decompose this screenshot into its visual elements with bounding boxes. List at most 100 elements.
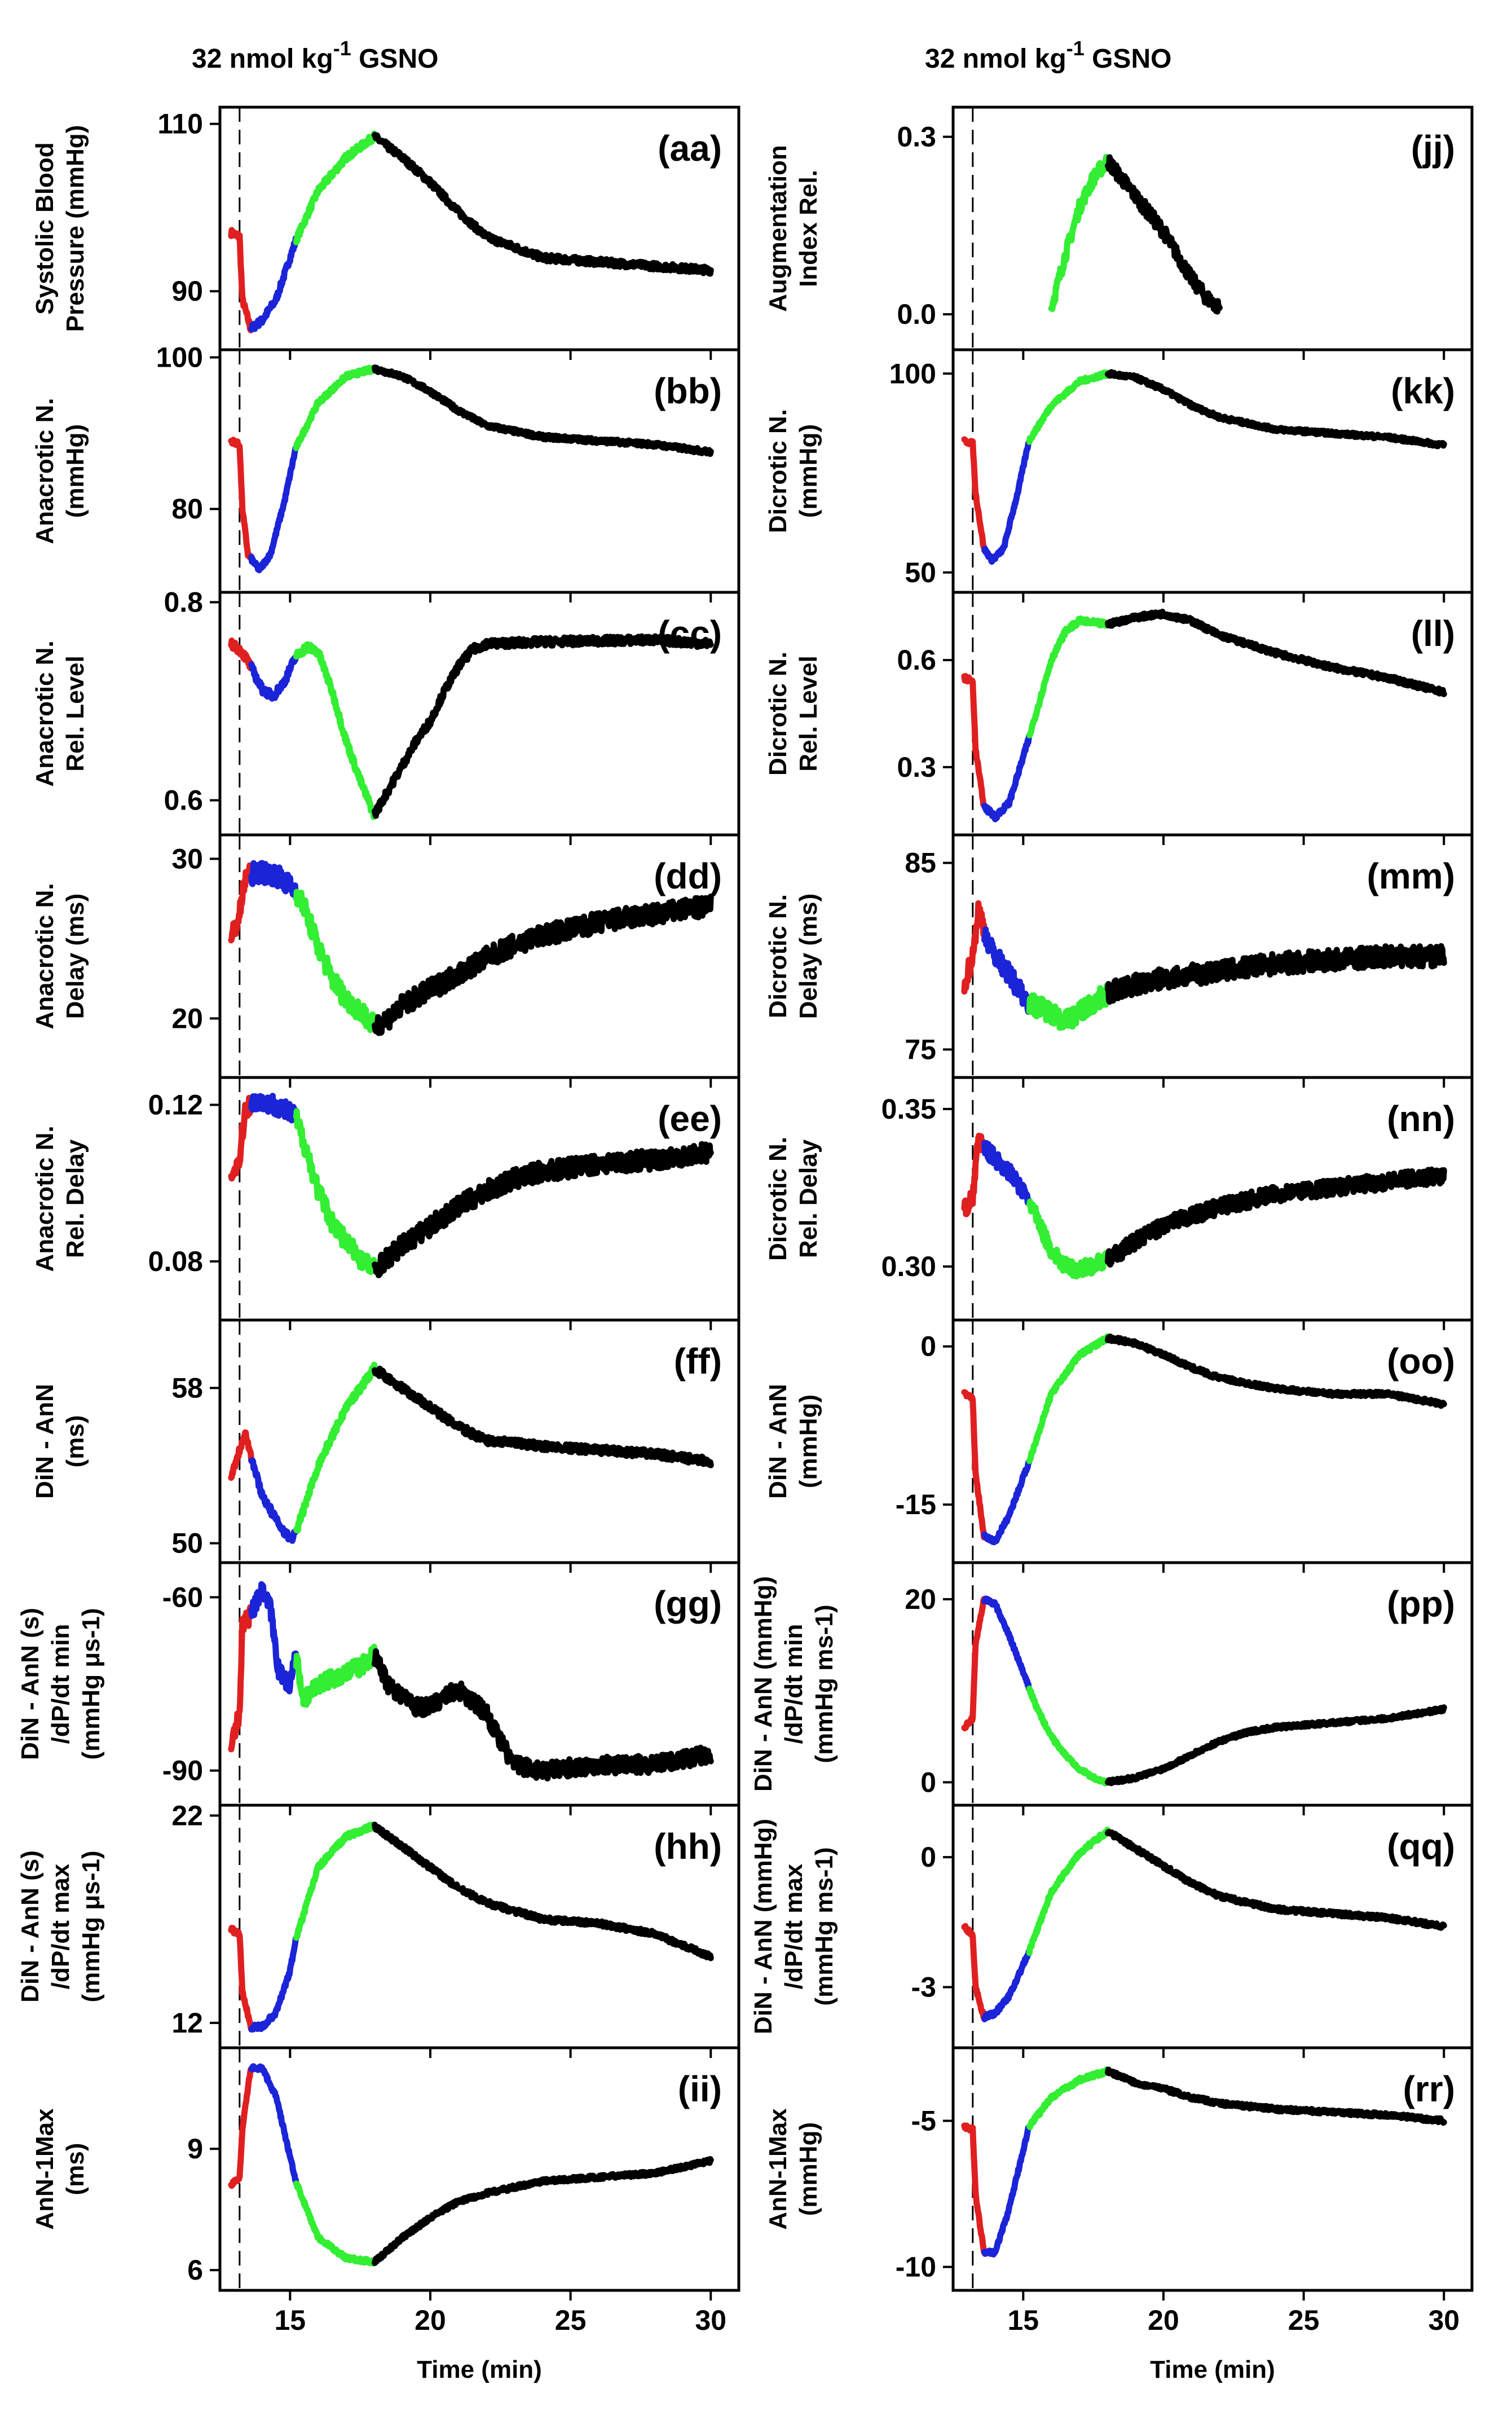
- series-phase4-line: [1105, 1166, 1447, 1268]
- y-tick-label: 90: [171, 275, 203, 307]
- series-phase3-line: [1026, 2066, 1111, 2131]
- panel-frame: [218, 2046, 740, 2292]
- y-axis-label-line: Dicrotic N.: [764, 409, 792, 533]
- panel-label: (ii): [678, 2069, 722, 2109]
- y-axis-label: Anacrotic N. (mmHg): [31, 398, 89, 544]
- y-axis-label-line: AnN-1Max: [764, 2108, 792, 2230]
- series-phase2-line: [981, 926, 1033, 1015]
- y-axis-label-line: Delay (ms): [795, 894, 822, 1019]
- y-tick-label: 0.8: [164, 587, 203, 618]
- series-phase2-line: [981, 1140, 1033, 1208]
- y-tick-label: 20: [171, 1002, 203, 1034]
- panel-hh: 12 22 DiN - AnN (s)/dP/dt max (mmHg μs-1) (h…: [16, 1800, 740, 2058]
- series-phase1-line: [228, 227, 255, 333]
- series-phase1-line: [961, 2122, 988, 2255]
- series-phase1-line: [961, 1132, 988, 1217]
- series-phase2-line: [981, 732, 1033, 822]
- series-phase4-line: [1105, 1333, 1447, 1409]
- y-tick-label: 20: [905, 1584, 936, 1615]
- y-axis-label: Augmentation Index Rel.: [764, 145, 822, 312]
- y-tick-label: 58: [171, 1372, 203, 1404]
- series-phase2-line: [248, 2063, 299, 2187]
- x-axis-label: Time (min): [417, 2356, 542, 2383]
- series-phase3-line: [1026, 615, 1111, 738]
- y-axis-label-line: (mmHg): [795, 424, 822, 518]
- series-phase1-line: [228, 1604, 255, 1753]
- y-axis-label: DiN - AnN (mmHg): [764, 1384, 822, 1499]
- y-axis-label: Dicrotic N. Delay (ms): [764, 894, 822, 1019]
- y-axis-label: DiN - AnN (mmHg)/dP/dt min (mmHg ms-1): [750, 1576, 838, 1792]
- x-axis-label: Time (min): [1150, 2356, 1275, 2383]
- y-tick-label: 0.35: [881, 1093, 936, 1125]
- series-phase3-line: [293, 1361, 378, 1534]
- series-phase4-line: [372, 1141, 714, 1278]
- header-compound: GSNO: [351, 44, 439, 74]
- y-tick-label: 0: [920, 1841, 936, 1873]
- series-phase4-line: [1105, 2066, 1447, 2126]
- series-phase4-line: [372, 131, 714, 277]
- y-axis-label: Dicrotic N. (mmHg): [764, 409, 822, 533]
- series-phase2-line: [981, 438, 1033, 565]
- y-tick-label: 50: [171, 1528, 203, 1559]
- x-tick-label: 30: [695, 2304, 726, 2336]
- series-phase2-line: [248, 1581, 299, 1695]
- y-tick-label: -60: [162, 1581, 203, 1613]
- y-axis-label-line: (mmHg μs-1): [77, 1851, 105, 2003]
- panel-label: (ll): [1411, 613, 1455, 654]
- series-phase3-line: [1048, 153, 1111, 313]
- series-phase4-line: [372, 1365, 714, 1468]
- series-phase4-line: [372, 2156, 714, 2266]
- y-axis-label-line: Dicrotic N.: [764, 652, 792, 776]
- y-axis-label-line: Index Rel.: [795, 170, 822, 287]
- y-tick-label: 110: [157, 108, 203, 140]
- series-phase3-line: [1026, 1198, 1111, 1280]
- y-tick-label: 0: [920, 1331, 936, 1362]
- y-axis-label: DiN - AnN (mmHg)/dP/dt max (mmHg ms-1): [750, 1819, 838, 2034]
- panel-frame: [951, 2046, 1474, 2292]
- panel-label: (aa): [658, 128, 722, 169]
- y-axis-label: Anacrotic N. Rel. Level: [31, 640, 89, 786]
- y-axis-label-line: DiN - AnN (mmHg): [750, 1819, 777, 2034]
- y-axis-label-line: DiN - AnN (s): [16, 1608, 44, 1760]
- series-phase2-line: [248, 860, 299, 902]
- x-tick-label: 30: [1428, 2304, 1460, 2336]
- y-tick-label: 6: [187, 2254, 203, 2286]
- series-phase1-line: [961, 436, 988, 554]
- panel-label: (rr): [1403, 2069, 1455, 2109]
- y-axis-label: Anacrotic N. Rel. Delay: [31, 1125, 89, 1272]
- series-phase3-line: [1026, 1827, 1111, 1956]
- panel-ll: 0.3 0.6 Dicrotic N. Rel. Level (ll): [764, 591, 1474, 845]
- panel-ii: 6 9 15 20 25 30 AnN-1Max (ms) (ii) Time (min): [31, 2046, 740, 2383]
- y-tick-label: 50: [905, 557, 936, 588]
- header-dose: 32 nmol kg: [925, 44, 1066, 74]
- panel-bb: 80 100 Anacrotic N. (mmHg) (bb): [31, 341, 740, 602]
- series-phase2-line: [248, 1457, 299, 1544]
- series-phase3-line: [293, 2180, 378, 2267]
- x-tick-label: 15: [1008, 2304, 1039, 2336]
- x-tick-label: 20: [415, 2304, 446, 2336]
- panel-rr: -10 -5 15 20 25 30 AnN-1Max (mmHg) (rr) Time (min…: [764, 2046, 1474, 2383]
- panel-label: (kk): [1391, 371, 1455, 411]
- series-phase1-line: [228, 637, 255, 672]
- series-phase4-line: [1105, 154, 1223, 315]
- y-axis-label-line: (mmHg ms-1): [810, 1847, 838, 2005]
- y-tick-label: 0.6: [164, 785, 203, 816]
- y-axis-label-line: /dP/dt max: [47, 1863, 74, 1989]
- series-phase1-line: [961, 900, 988, 995]
- y-axis-label-line: Rel. Delay: [795, 1139, 822, 1258]
- header-label: 32 nmol kg-1 GSNO: [925, 37, 1171, 74]
- panel-ee: 0.08 0.12 Anacrotic N. Rel. Delay (ee): [31, 1076, 740, 1330]
- y-axis-label-line: (ms): [61, 2143, 89, 2196]
- y-axis-label-line: /dP/dt min: [780, 1624, 808, 1744]
- series-phase1-line: [228, 862, 255, 944]
- y-axis-label-line: Anacrotic N.: [31, 398, 59, 544]
- x-tick-label: 25: [1288, 2304, 1320, 2336]
- panel-label: (nn): [1387, 1098, 1455, 1139]
- header-compound: GSNO: [1085, 44, 1172, 74]
- panel-mm: 75 85 Dicrotic N. Delay (ms) (mm): [764, 833, 1474, 1088]
- y-axis-label-line: Rel. Delay: [61, 1139, 89, 1258]
- panel-label: (bb): [654, 371, 722, 411]
- series-phase2-line: [248, 1093, 299, 1124]
